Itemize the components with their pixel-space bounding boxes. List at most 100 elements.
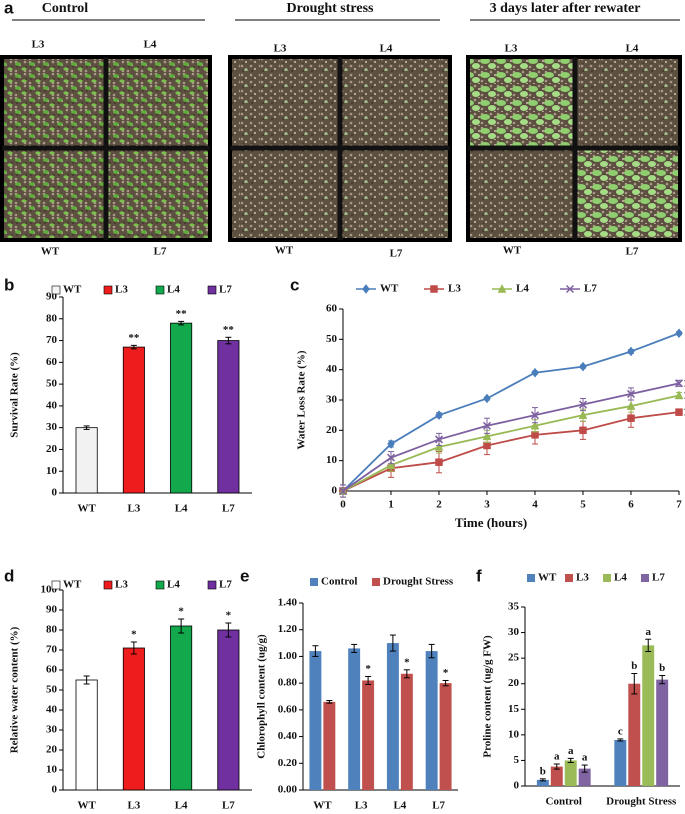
x-tick-label: L7 bbox=[222, 503, 235, 515]
y-tick-label: 90 bbox=[46, 604, 58, 616]
x-tick-label: L4 bbox=[175, 800, 188, 812]
legend-swatch bbox=[207, 285, 217, 295]
annotation: * bbox=[226, 610, 232, 622]
legend-swatch bbox=[155, 580, 165, 590]
y-axis-label: Water Loss Rate (%) bbox=[296, 350, 308, 449]
bar bbox=[628, 683, 641, 786]
x-tick-label: 5 bbox=[580, 499, 586, 511]
line-label: L7 bbox=[390, 248, 403, 260]
marker bbox=[627, 346, 635, 357]
tray-divider bbox=[468, 57, 680, 240]
x-tick-label: L7 bbox=[432, 800, 445, 812]
legend-label: WT bbox=[380, 283, 399, 295]
bar bbox=[122, 647, 145, 791]
y-tick-label: 30 bbox=[326, 394, 338, 406]
line-label: L4 bbox=[626, 43, 639, 55]
panel-letter: a bbox=[4, 0, 14, 17]
photo-title: 3 days later after rewater bbox=[490, 1, 641, 16]
annotation: ** bbox=[223, 324, 235, 336]
y-tick-label: 0.80 bbox=[278, 677, 298, 689]
y-tick-label: 25 bbox=[508, 652, 520, 664]
series-line bbox=[342, 382, 680, 492]
marker bbox=[531, 367, 539, 378]
marker bbox=[626, 401, 636, 410]
marker bbox=[531, 431, 539, 439]
photo-panel bbox=[0, 55, 682, 242]
legend-label: WT bbox=[63, 579, 82, 591]
marker bbox=[674, 390, 684, 400]
y-tick-label: 80 bbox=[46, 312, 58, 324]
marker bbox=[565, 284, 575, 294]
line-label: L3 bbox=[274, 43, 287, 55]
annotation: a bbox=[568, 745, 574, 757]
marker bbox=[362, 284, 370, 294]
bar bbox=[75, 679, 98, 791]
panel-letter: d bbox=[4, 566, 14, 585]
y-tick-label: 0.20 bbox=[278, 757, 298, 769]
legend-swatch bbox=[310, 578, 318, 586]
panel-letter: c bbox=[290, 275, 299, 294]
y-tick-label: 50 bbox=[46, 684, 58, 696]
y-tick-label: 0 bbox=[52, 487, 58, 499]
y-tick-label: 10 bbox=[46, 764, 58, 776]
x-tick-label: 3 bbox=[484, 499, 490, 511]
y-tick-label: 15 bbox=[508, 703, 520, 715]
annotation: * bbox=[131, 629, 137, 641]
y-tick-label: 1.40 bbox=[278, 597, 298, 609]
legend-label: WT bbox=[538, 572, 557, 584]
legend-label: WT bbox=[63, 284, 82, 296]
y-tick-label: 35 bbox=[508, 601, 520, 613]
y-tick-label: 70 bbox=[46, 644, 58, 656]
annotation: c bbox=[618, 725, 623, 737]
photo-title: Drought stress bbox=[287, 1, 375, 16]
x-tick-label: 6 bbox=[628, 499, 634, 511]
marker bbox=[483, 393, 491, 404]
marker bbox=[674, 379, 684, 388]
marker bbox=[435, 410, 443, 421]
annotation: * bbox=[365, 663, 371, 675]
legend-swatch bbox=[103, 580, 113, 590]
annotation: * bbox=[404, 656, 410, 668]
x-tick-label: Drought Stress bbox=[606, 796, 677, 808]
y-tick-label: 0 bbox=[332, 485, 338, 497]
marker bbox=[626, 389, 636, 398]
bar bbox=[642, 645, 655, 786]
annotation: a bbox=[582, 752, 588, 764]
y-tick-label: 20 bbox=[46, 744, 58, 756]
bar bbox=[75, 427, 98, 494]
annotation: ** bbox=[176, 308, 188, 320]
x-tick-label: WT bbox=[77, 503, 96, 515]
bar bbox=[309, 651, 322, 790]
marker bbox=[434, 435, 444, 444]
bar bbox=[348, 648, 361, 790]
legend-swatch bbox=[641, 574, 649, 582]
x-tick-label: Control bbox=[546, 796, 582, 808]
marker bbox=[579, 426, 587, 435]
annotation: b bbox=[540, 765, 546, 777]
y-tick-label: 60 bbox=[46, 356, 58, 368]
line-label: WT bbox=[503, 245, 522, 257]
annotation: b bbox=[631, 660, 637, 672]
legend-swatch bbox=[565, 574, 573, 582]
y-tick-label: 40 bbox=[326, 363, 338, 375]
x-tick-label: 1 bbox=[388, 499, 394, 511]
x-tick-label: L3 bbox=[127, 503, 140, 515]
marker bbox=[387, 439, 395, 449]
marker bbox=[430, 285, 438, 293]
annotation: ** bbox=[678, 378, 685, 390]
line-label: L3 bbox=[505, 43, 518, 55]
series-line bbox=[342, 332, 680, 492]
legend-label: L3 bbox=[448, 283, 461, 295]
marker bbox=[578, 410, 588, 419]
x-tick-label: L4 bbox=[175, 503, 188, 515]
bar bbox=[550, 766, 563, 786]
annotation: ** bbox=[128, 332, 140, 344]
tray-divider bbox=[230, 57, 450, 240]
bar bbox=[170, 322, 193, 494]
y-tick-label: 60 bbox=[46, 664, 58, 676]
annotation: ** bbox=[678, 390, 685, 402]
line-label: WT bbox=[41, 246, 60, 258]
x-axis-label: Time (hours) bbox=[455, 515, 527, 530]
x-tick-label: L7 bbox=[222, 800, 235, 812]
bar bbox=[425, 651, 438, 790]
